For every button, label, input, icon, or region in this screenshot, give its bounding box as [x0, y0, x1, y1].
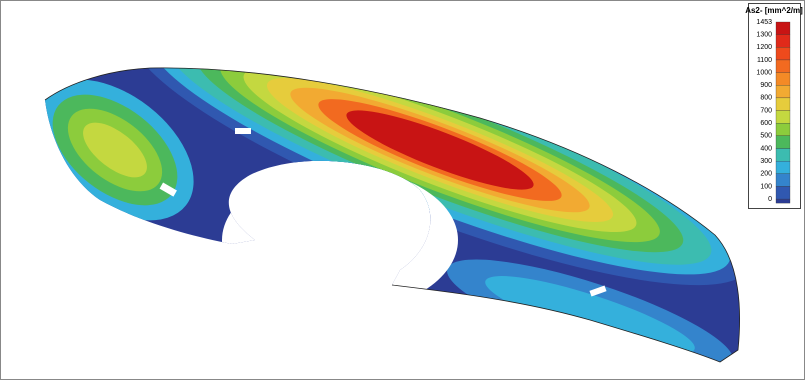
- legend-label: 400: [760, 145, 772, 152]
- legend-label: 100: [760, 183, 772, 190]
- legend-label: 800: [760, 95, 772, 102]
- legend-label: 1453: [756, 19, 772, 26]
- legend-label: 500: [760, 133, 772, 140]
- legend-swatch: [776, 47, 790, 60]
- legend-label: 1200: [756, 44, 772, 51]
- legend-swatch: [776, 73, 790, 86]
- legend-swatch: [776, 149, 790, 162]
- legend-swatch: [776, 35, 790, 48]
- legend-label: 600: [760, 120, 772, 127]
- legend-swatch: [776, 22, 790, 35]
- legend-label: 0: [768, 196, 772, 203]
- legend-swatch: [776, 111, 790, 124]
- legend-label: 1300: [756, 31, 772, 38]
- legend-label: 300: [760, 158, 772, 165]
- legend-swatch: [776, 98, 790, 111]
- legend-label: 1000: [756, 69, 772, 76]
- legend-label: 900: [760, 82, 772, 89]
- legend-label: 1100: [757, 57, 772, 64]
- legend-swatch: [776, 60, 790, 73]
- legend-swatch: [776, 161, 790, 174]
- legend-swatch: [776, 123, 790, 136]
- legend-swatch: [776, 186, 790, 199]
- legend: As2- [mm^2/m] 14531300120011001000900800…: [745, 4, 803, 209]
- screen: As2- [mm^2/m] 14531300120011001000900800…: [0, 0, 805, 380]
- legend-swatch: [776, 85, 790, 98]
- legend-swatch: [776, 136, 790, 149]
- legend-label: 200: [760, 171, 772, 178]
- legend-swatch: [776, 199, 790, 203]
- legend-swatch: [776, 174, 790, 187]
- legend-title: As2- [mm^2/m]: [745, 6, 803, 15]
- legend-label: 700: [760, 107, 772, 114]
